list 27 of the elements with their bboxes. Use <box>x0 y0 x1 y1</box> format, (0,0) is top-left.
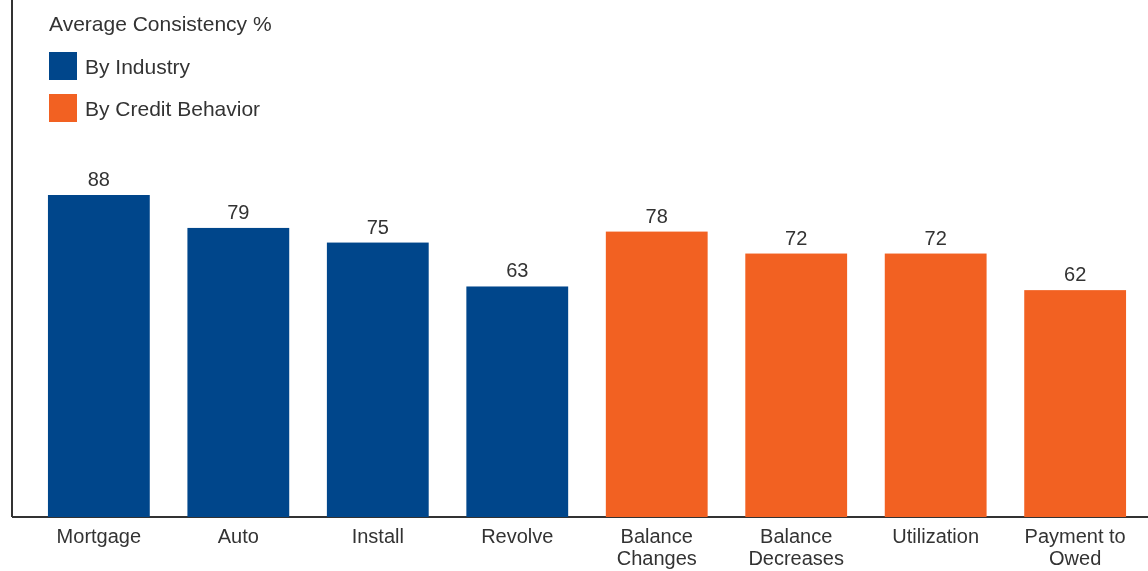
data-label: 88 <box>87 168 110 190</box>
data-label: 72 <box>924 226 947 249</box>
bar <box>47 195 150 517</box>
text: Average Consistency % <box>49 12 272 35</box>
data-label: 63 <box>506 259 529 282</box>
x-tick-label: Auto <box>217 525 259 547</box>
bar <box>466 286 569 517</box>
data-label: 79 <box>227 200 250 223</box>
x-tick-label: Install <box>351 525 404 547</box>
data-label: 78 <box>645 204 668 227</box>
data-label: 72 <box>785 226 808 249</box>
x-tick-label: Revolve <box>481 525 554 547</box>
bar <box>884 253 987 517</box>
data-label: 62 <box>1064 263 1087 286</box>
legend-label: By Industry <box>85 55 191 78</box>
x-tick-label: Payment to Owed <box>1024 525 1126 569</box>
bar <box>1024 290 1127 517</box>
bar <box>605 231 708 517</box>
x-tick-label: Balance Changes <box>616 525 697 569</box>
data-label: 75 <box>366 215 389 238</box>
x-tick-label: Balance Decreases <box>748 525 845 569</box>
x-tick-label: Mortgage <box>56 525 142 547</box>
legend-label: By Credit Behavior <box>85 97 261 120</box>
bar <box>187 227 290 517</box>
bar <box>745 253 848 517</box>
x-tick-label: Utilization <box>892 525 980 547</box>
bar <box>326 242 429 517</box>
